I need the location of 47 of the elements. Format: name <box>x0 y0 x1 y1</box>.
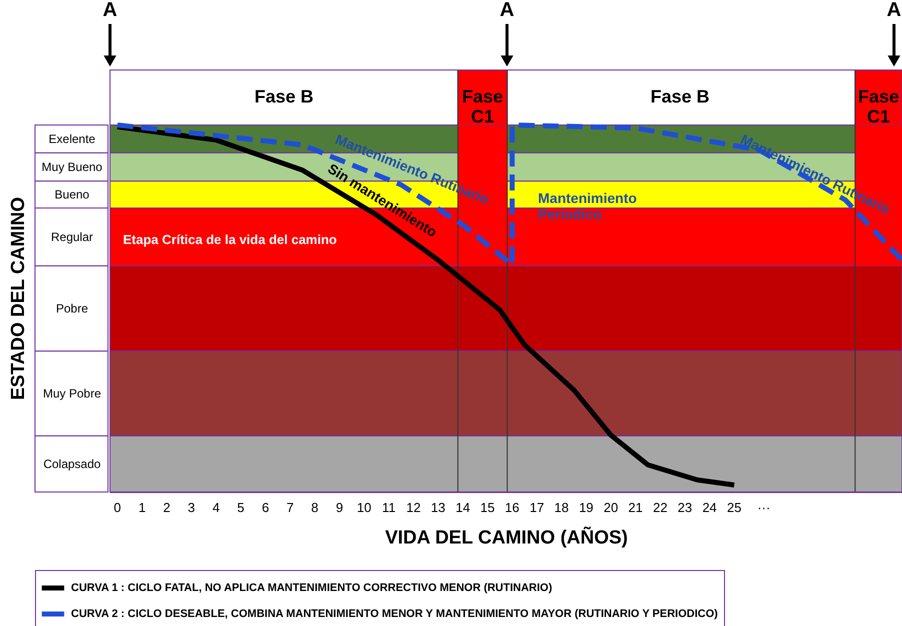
band-label: Pobre <box>56 302 88 316</box>
annotation: Mantenimiento Periodico <box>538 190 637 222</box>
x-tick-label: 17 <box>530 500 544 515</box>
y-axis-title: ESTADO DEL CAMINO <box>8 196 29 400</box>
x-tick-label: 18 <box>554 500 569 515</box>
band-label: Fase C1 <box>462 86 504 126</box>
x-tick-label: 25 <box>726 500 742 515</box>
x-tick-label: 13 <box>430 500 446 515</box>
x-tick-label: 8 <box>311 500 318 515</box>
legend-label: CURVA 2 : CICLO DESEABLE, COMBINA MANTENIMIENTO MENOR Y MANTENIMIENTO MAYOR (RUTINARIO Y PERIODICO) <box>71 608 718 620</box>
band-label: Colapsado <box>43 456 102 471</box>
x-tick-label: 11 <box>382 500 396 515</box>
band-label: Muy Bueno <box>42 160 103 174</box>
x-tick-label: 19 <box>578 500 594 515</box>
x-tick-label: 5 <box>237 500 244 515</box>
x-tick-label: 0 <box>114 500 122 515</box>
band-label: Muy Pobre <box>42 386 102 400</box>
band-label: Bueno <box>54 188 90 202</box>
x-tick-label: 15 <box>480 500 495 515</box>
x-tick-label: 12 <box>406 500 421 515</box>
text: Fase B <box>650 86 710 106</box>
x-axis-title: VIDA DEL CAMINO (AÑOS) <box>385 526 628 548</box>
text: A <box>102 0 118 21</box>
x-tick-label: 20 <box>604 500 618 515</box>
band-label: Fase C1 <box>858 86 900 126</box>
text: A <box>886 0 902 21</box>
x-tick-label: 7 <box>286 500 294 515</box>
x-tick-label: 24 <box>702 500 717 515</box>
x-tick-label: 3 <box>188 500 196 515</box>
text: A <box>500 0 514 21</box>
x-tick-label: 6 <box>262 500 270 515</box>
x-tick-label: 10 <box>356 500 372 515</box>
x-tick-label: 14 <box>456 500 470 515</box>
x-tick-label: 22 <box>652 500 668 515</box>
x-tick-label: 23 <box>678 500 692 515</box>
band-label: Regular <box>50 230 94 244</box>
x-tick-label: ··· <box>757 500 770 515</box>
x-tick-label: 16 <box>504 500 520 515</box>
legend-label: CURVA 1 : CICLO FATAL, NO APLICA MANTENIMIENTO CORRECTIVO MENOR (RUTINARIO) <box>71 582 552 594</box>
text: Fase B <box>254 86 314 106</box>
annotation: Etapa Crítica de la vida del camino <box>123 232 337 247</box>
x-tick-label: 4 <box>212 500 220 515</box>
x-tick-label: 9 <box>336 500 344 515</box>
band-label: Exelente <box>48 132 96 146</box>
x-tick-label: 2 <box>163 500 170 515</box>
x-tick-label: 21 <box>628 500 643 515</box>
x-tick-label: 1 <box>138 500 146 515</box>
